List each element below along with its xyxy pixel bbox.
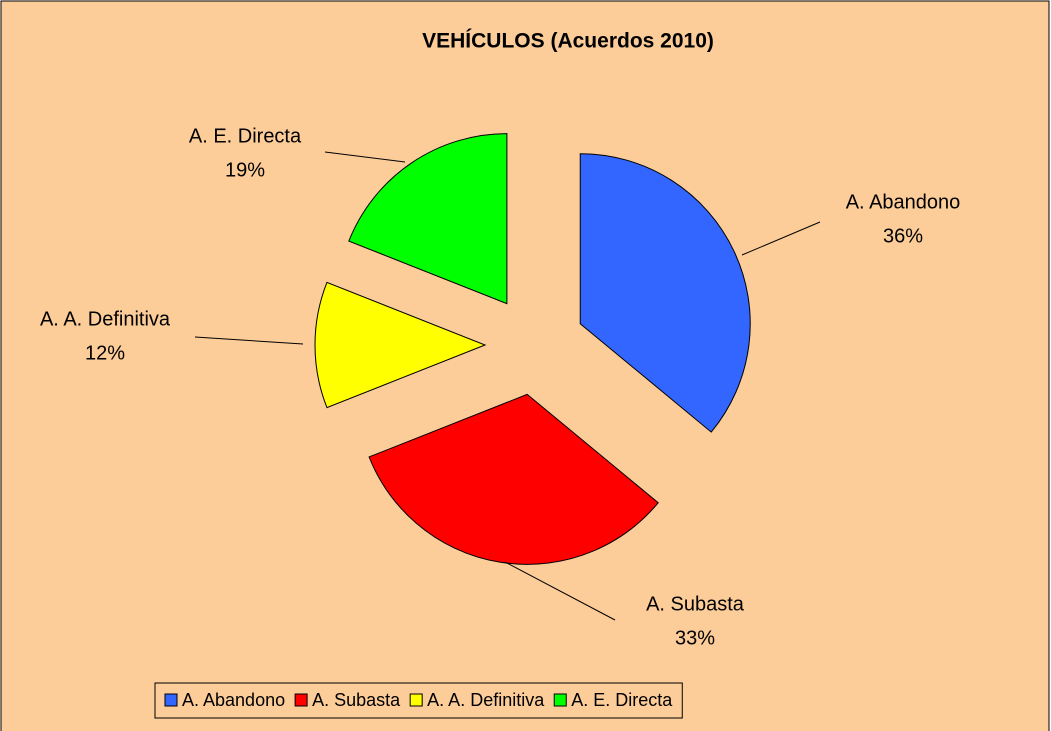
pie-slice [579, 153, 751, 433]
pie-slice [368, 393, 659, 565]
data-label-value: 33% [675, 627, 715, 649]
leader-line [504, 561, 616, 621]
data-label-name: A. Abandono [846, 191, 961, 213]
chart-title: VEHÍCULOS (Acuerdos 2010) [422, 30, 714, 53]
pie-slice [314, 281, 487, 409]
legend-label: A. Subasta [312, 690, 401, 710]
pie-slice [348, 133, 508, 305]
leader-line [324, 151, 406, 163]
legend-swatch [164, 693, 178, 707]
leader-line [741, 221, 821, 256]
leader-line [194, 336, 304, 345]
legend-label: A. E. Directa [571, 690, 673, 710]
data-label-name: A. A. Definitiva [40, 308, 171, 330]
legend-swatch [409, 693, 423, 707]
legend-swatch [294, 693, 308, 707]
legend-label: A. Abandono [182, 690, 285, 710]
data-label-value: 12% [85, 342, 125, 364]
data-label-value: 19% [225, 159, 265, 181]
legend-label: A. A. Definitiva [427, 690, 545, 710]
legend-swatch [553, 693, 567, 707]
data-label-name: A. E. Directa [189, 125, 302, 147]
data-label-value: 36% [883, 225, 923, 247]
data-label-name: A. Subasta [646, 593, 745, 615]
